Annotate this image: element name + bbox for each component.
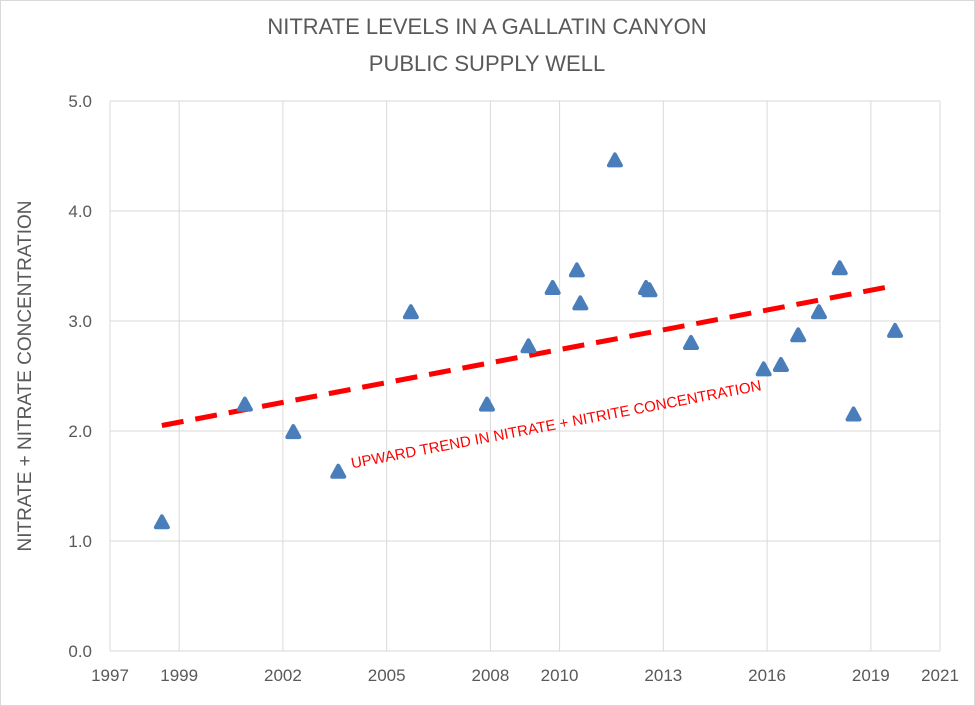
data-point-2	[285, 424, 302, 440]
y-tick-label-2: 2.0	[68, 422, 92, 441]
data-point-12	[641, 282, 658, 298]
trend-annotation: UPWARD TREND IN NITRATE + NITRITE CONCEN…	[350, 377, 763, 472]
y-tick-label-5: 5.0	[68, 92, 92, 111]
data-point-6	[520, 338, 537, 354]
data-point-16	[790, 327, 807, 343]
chart-title-line-1: NITRATE LEVELS IN A GALLATIN CANYON	[267, 14, 706, 39]
trendline-group	[161, 284, 889, 428]
data-point-20	[887, 322, 904, 338]
grid-lines	[109, 100, 941, 652]
data-point-0	[153, 514, 170, 530]
x-tick-label-4: 2008	[472, 666, 510, 685]
y-tick-label-4: 4.0	[68, 202, 92, 221]
y-tick-label-0: 0.0	[68, 642, 92, 661]
x-tick-label-1: 1999	[160, 666, 198, 685]
x-tick-label-3: 2005	[368, 666, 406, 685]
x-tick-label-5: 2010	[541, 666, 579, 685]
data-point-1	[236, 396, 253, 412]
y-axis-label: NITRATE + NITRATE CONCENTRATION	[15, 201, 36, 552]
data-point-9	[572, 295, 589, 311]
trendline	[161, 284, 889, 428]
x-tick-label-8: 2019	[852, 666, 890, 685]
x-tick-label-2: 2002	[264, 666, 302, 685]
data-point-13	[683, 335, 699, 350]
data-point-18	[831, 260, 848, 276]
data-point-4	[402, 304, 419, 320]
data-points	[153, 152, 904, 530]
x-tick-labels: 1997 1999 2002 2005 2008 2010 2013 2016 2019 2021	[91, 666, 959, 685]
data-point-10	[606, 152, 623, 168]
data-point-7	[544, 280, 561, 295]
x-tick-label-0: 1997	[91, 666, 129, 685]
data-point-8	[568, 262, 585, 278]
x-tick-label-6: 2013	[644, 666, 682, 685]
data-point-17	[810, 304, 827, 320]
y-tick-label-1: 1.0	[68, 532, 92, 551]
data-point-14	[755, 361, 772, 377]
data-point-3	[330, 463, 347, 479]
x-tick-label-7: 2016	[748, 666, 786, 685]
x-tick-label-9: 2021	[921, 666, 959, 685]
y-tick-label-3: 3.0	[68, 312, 92, 331]
chart-title-line-2: PUBLIC SUPPLY WELL	[369, 51, 605, 76]
data-point-15	[772, 357, 789, 372]
data-point-5	[478, 396, 495, 412]
data-point-19	[845, 406, 862, 422]
y-tick-labels: 0.0 1.0 2.0 3.0 4.0 5.0	[68, 92, 92, 661]
